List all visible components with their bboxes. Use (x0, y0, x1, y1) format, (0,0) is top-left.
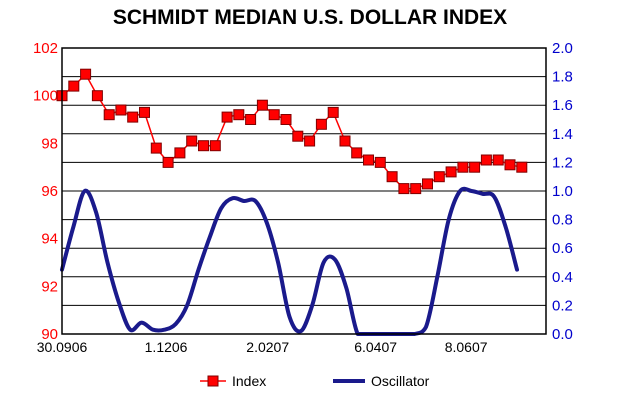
index-point (115, 104, 127, 116)
x-tick-label: 2.0207 (246, 339, 289, 355)
x-tick-label: 8.0607 (445, 339, 488, 355)
index-line (61, 72, 522, 190)
legend-index-swatch-marker (207, 375, 219, 387)
index-point (410, 183, 422, 195)
index-point (445, 166, 457, 178)
index-point (162, 156, 174, 168)
right-tick-label: 2.0 (552, 40, 573, 57)
chart-title: SCHMIDT MEDIAN U.S. DOLLAR INDEX (113, 6, 507, 29)
right-axis-ticks: 0.0 0.2 0.4 0.6 0.8 1.0 1.2 1.4 1.6 1.8 2.0 (552, 40, 573, 343)
right-tick-label: 0.2 (552, 297, 573, 314)
index-point (91, 90, 103, 102)
index-point (186, 135, 198, 147)
index-point (233, 109, 245, 121)
x-axis-ticks: 30.0906 1.1206 2.0207 6.0407 8.0607 (37, 339, 488, 355)
index-point (339, 135, 351, 147)
right-tick-label: 0.6 (552, 240, 573, 257)
index-point (256, 99, 268, 111)
index-point (457, 161, 469, 173)
index-point (504, 159, 516, 171)
legend-oscillator-label: Oscillator (371, 373, 430, 389)
right-tick-label: 1.0 (552, 183, 573, 200)
index-point (80, 68, 92, 80)
legend: Index Oscillator (200, 373, 430, 389)
index-point (221, 111, 233, 123)
right-tick-label: 1.8 (552, 69, 573, 86)
index-point (198, 140, 209, 152)
index-point (245, 114, 257, 125)
index-point (422, 178, 433, 190)
index-point (150, 142, 162, 154)
legend-index-label: Index (232, 373, 266, 389)
series-index (56, 68, 528, 195)
index-point (492, 154, 504, 166)
series-oscillator (60, 186, 519, 336)
index-point (374, 156, 386, 168)
oscillator-line (60, 186, 519, 336)
index-point (327, 106, 339, 118)
index-point (386, 171, 398, 183)
index-point (127, 111, 139, 123)
left-tick-label: 92 (41, 278, 58, 295)
index-point (480, 154, 492, 166)
index-point (68, 80, 80, 92)
right-tick-label: 0.0 (552, 326, 573, 343)
left-tick-label: 100 (33, 88, 58, 105)
left-tick-label: 102 (33, 40, 58, 57)
index-point (209, 140, 221, 152)
right-tick-label: 1.6 (552, 97, 573, 114)
index-point (304, 135, 316, 147)
index-point (398, 183, 410, 195)
left-axis-ticks: 90 92 94 96 98 100 102 (33, 40, 58, 343)
left-tick-label: 96 (41, 183, 58, 200)
left-tick-label: 90 (41, 326, 58, 343)
x-tick-label: 30.0906 (37, 339, 88, 355)
right-tick-label: 0.4 (552, 269, 573, 286)
index-point (469, 161, 481, 173)
right-tick-label: 0.8 (552, 212, 573, 229)
index-point (433, 171, 445, 183)
index-point (363, 154, 374, 166)
index-point (103, 109, 115, 121)
right-tick-label: 1.4 (552, 126, 573, 143)
index-point (280, 114, 292, 125)
left-tick-label: 94 (41, 231, 58, 248)
index-point (516, 161, 528, 173)
index-point (268, 109, 280, 121)
plot-frame (61, 47, 547, 335)
index-point (292, 130, 304, 142)
index-point (351, 147, 363, 159)
index-point (139, 106, 150, 118)
right-tick-label: 1.2 (552, 154, 573, 171)
index-point (174, 147, 186, 159)
x-tick-label: 6.0407 (354, 339, 397, 355)
x-tick-label: 1.1206 (145, 339, 188, 355)
left-tick-label: 98 (41, 135, 58, 152)
index-point (315, 118, 327, 130)
